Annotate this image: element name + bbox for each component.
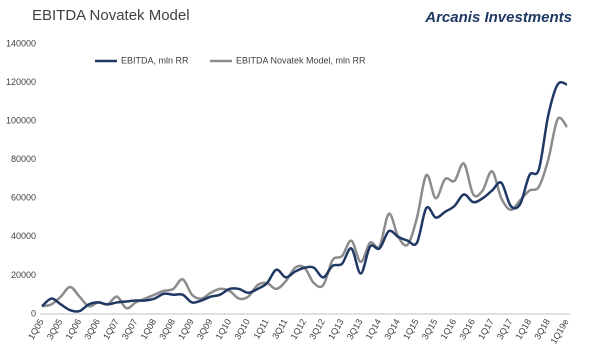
x-tick-label: 1Q06: [64, 317, 84, 341]
y-tick-label: 20000: [11, 270, 36, 280]
x-tick-label: 1Q18: [514, 317, 534, 341]
x-tick-label: 1Q08: [139, 317, 159, 341]
x-tick-label: 3Q15: [420, 317, 440, 341]
x-tick-label: 1Q12: [289, 317, 309, 341]
x-tick-label: 3Q12: [307, 317, 327, 341]
x-tick-label: 1Q16: [439, 317, 459, 341]
legend-label: EBITDA Novatek Model, mln RR: [236, 55, 366, 65]
x-tick-label: 1Q09: [176, 317, 196, 341]
y-tick-label: 120000: [6, 77, 36, 87]
x-tick-label: 1Q11: [251, 317, 270, 340]
x-tick-label: 3Q14: [382, 317, 402, 341]
x-tick-label: 1Q07: [101, 317, 121, 341]
legend-label: EBITDA, mln RR: [121, 55, 189, 65]
x-tick-label: 3Q08: [157, 317, 177, 341]
x-tick-label: 3Q06: [82, 317, 102, 341]
series-line: [41, 116, 568, 310]
x-tick-label: 3Q09: [195, 317, 215, 341]
x-tick-label: 1Q14: [364, 317, 384, 341]
y-tick-label: 100000: [6, 116, 36, 126]
series-line: [41, 80, 568, 313]
x-tick-label: 3Q07: [120, 317, 140, 341]
x-tick-label: 1Q10: [214, 317, 234, 341]
x-tick-label: 1Q13: [326, 317, 346, 341]
x-tick-label: 1Q15: [401, 317, 421, 341]
x-tick-label: 3Q10: [232, 317, 252, 341]
x-tick-label: 1Q05: [26, 317, 46, 341]
x-tick-label: 3Q05: [45, 317, 65, 341]
y-tick-label: 0: [31, 308, 36, 318]
y-tick-label: 40000: [11, 231, 36, 241]
y-tick-label: 140000: [6, 38, 36, 48]
x-tick-label: 1Q19e: [549, 317, 571, 345]
brand: Arcanis Investments: [424, 9, 572, 26]
x-tick-label: 3Q16: [457, 317, 477, 341]
x-tick-label: 3Q13: [345, 317, 365, 341]
y-tick-label: 80000: [11, 154, 36, 164]
x-tick-label: 3Q18: [532, 317, 552, 341]
y-tick-label: 60000: [11, 193, 36, 203]
x-tick-label: 3Q17: [495, 317, 515, 341]
x-tick-label: 1Q17: [476, 317, 496, 341]
x-tick-label: 3Q11: [270, 317, 289, 340]
chart-title: EBITDA Novatek Model: [32, 7, 190, 24]
